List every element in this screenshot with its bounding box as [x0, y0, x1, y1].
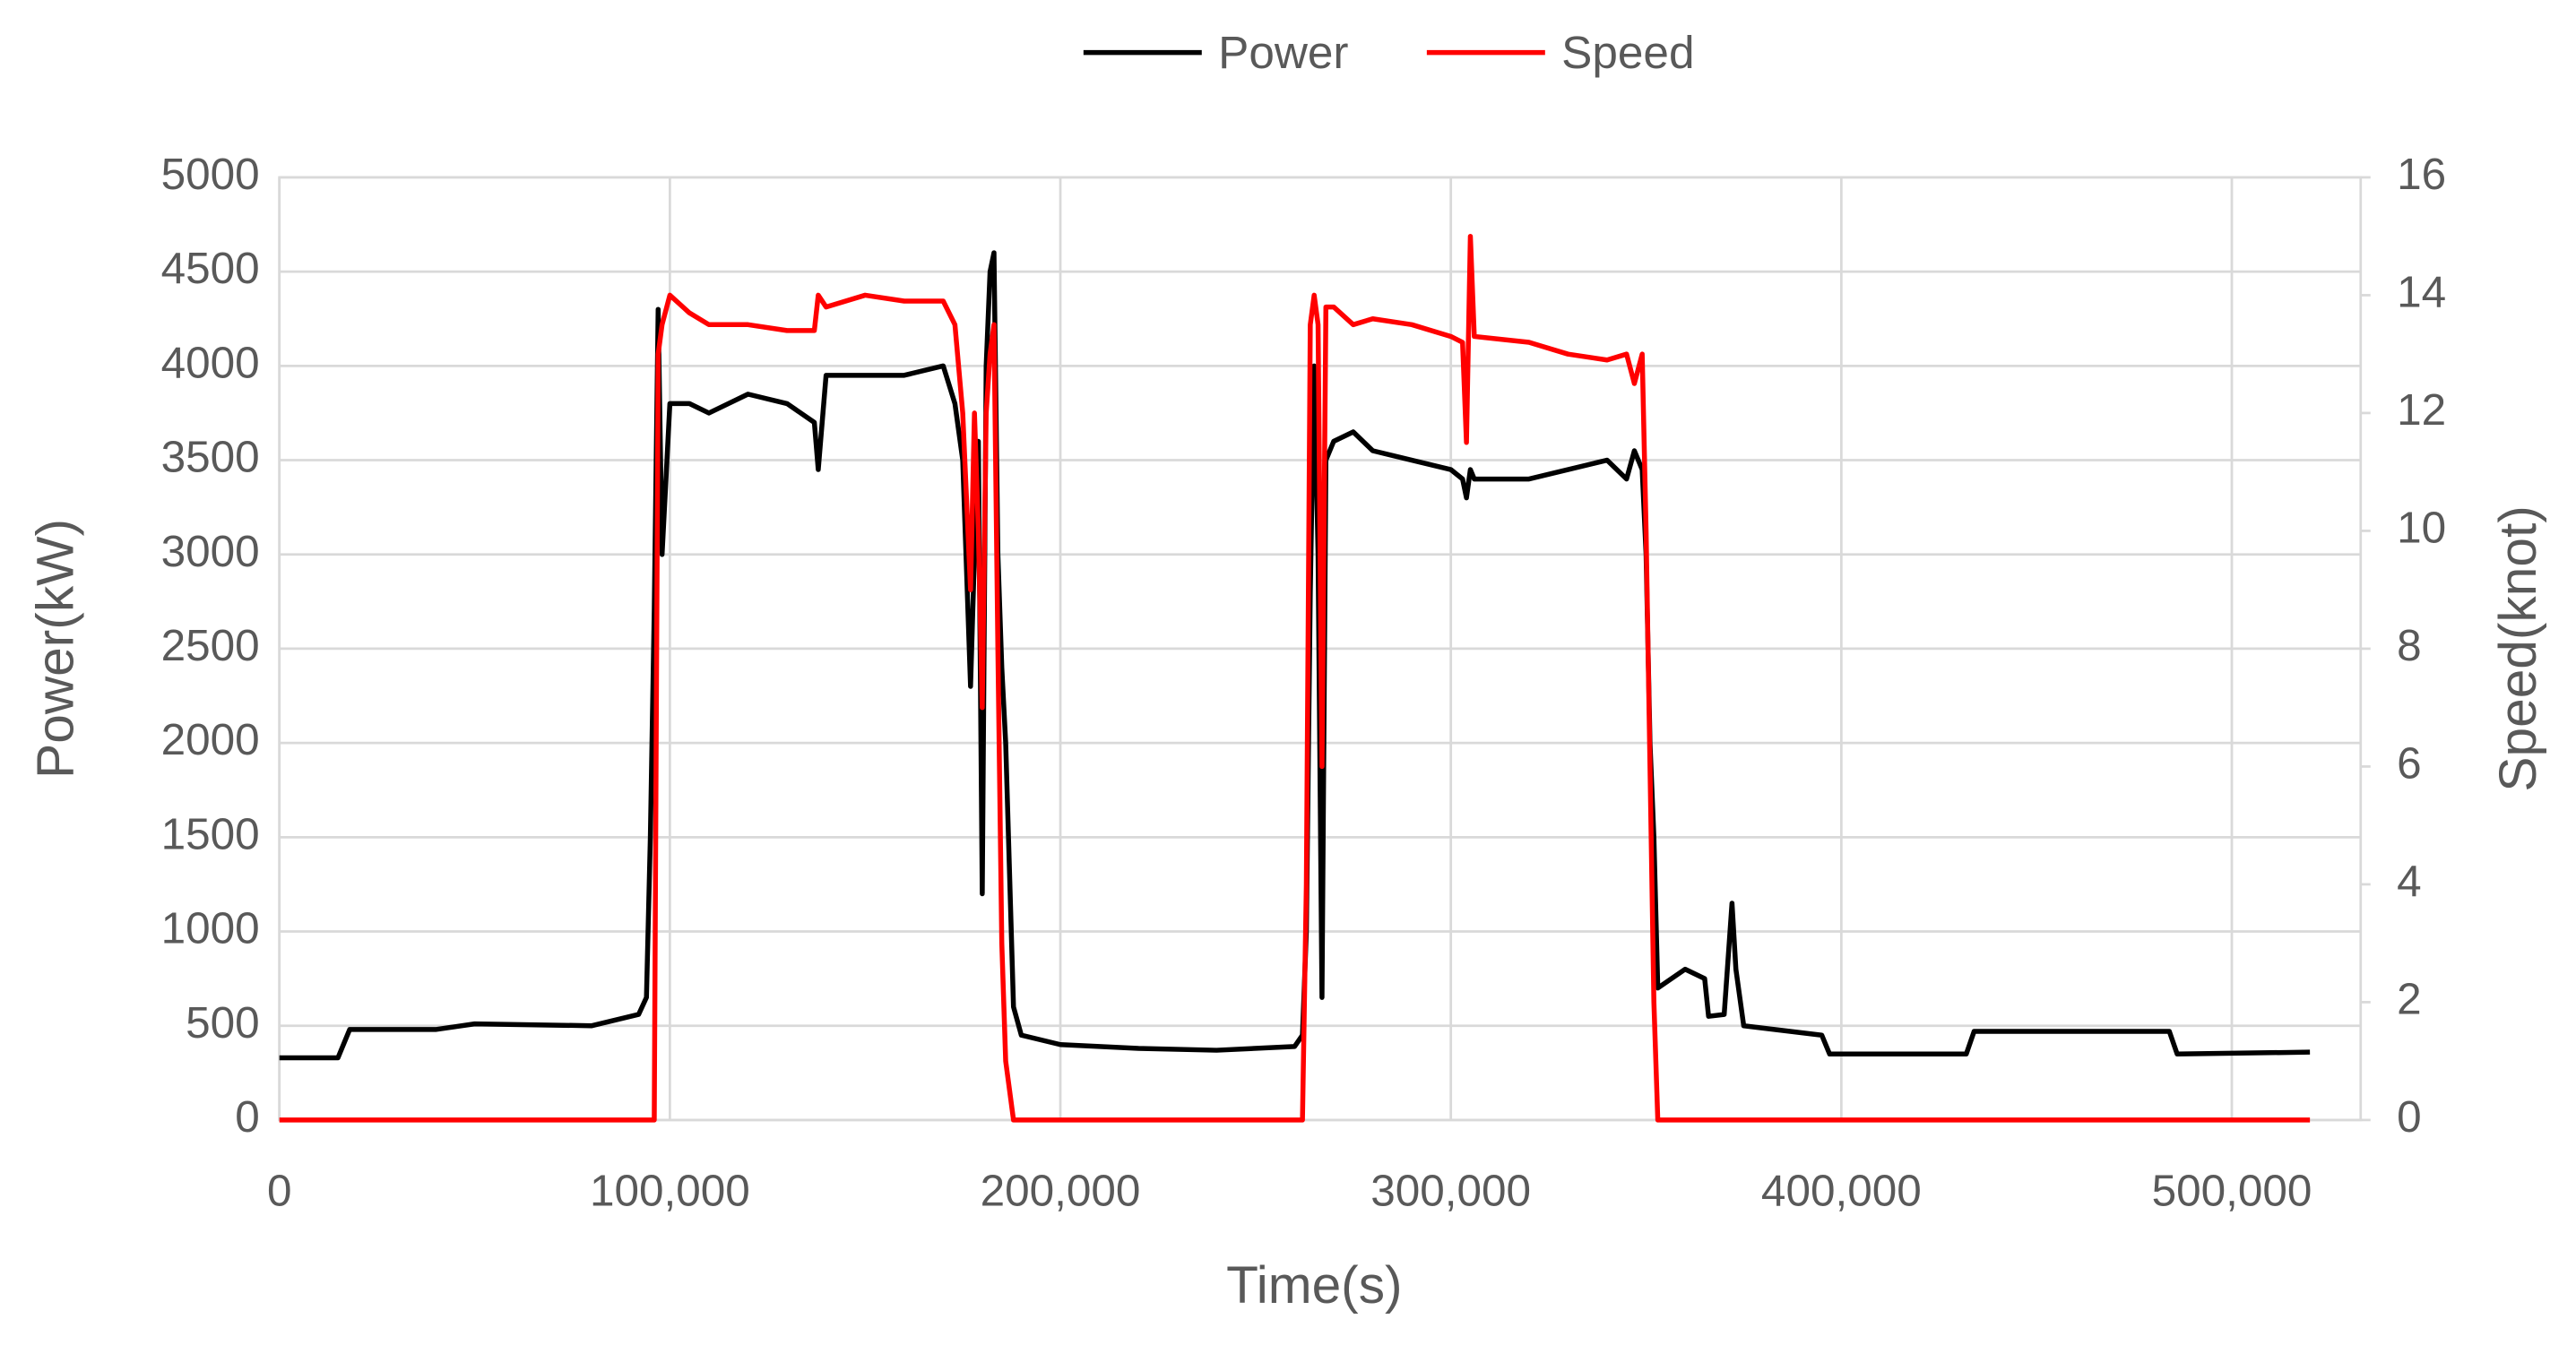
- y-tick-label: 2500: [161, 621, 260, 670]
- y2-tick-label: 10: [2397, 504, 2446, 553]
- x-tick-label: 300,000: [1370, 1166, 1531, 1215]
- y-axis-label: Power(kW): [27, 519, 85, 779]
- x-tick-label: 200,000: [981, 1166, 1141, 1215]
- y-tick-label: 1000: [161, 904, 260, 953]
- y-tick-label: 3000: [161, 527, 260, 576]
- y2-tick-label: 12: [2397, 385, 2446, 435]
- x-tick-label: 0: [267, 1166, 292, 1215]
- y2-tick-label: 6: [2397, 739, 2422, 789]
- y-tick-label: 0: [235, 1092, 260, 1142]
- y-tick-label: 1500: [161, 809, 260, 858]
- plot-border: [278, 176, 2363, 1122]
- y-tick-label: 2000: [161, 715, 260, 764]
- y-tick-label: 4500: [161, 244, 260, 293]
- y2-tick-label: 8: [2397, 621, 2422, 670]
- y2-tick-label: 0: [2397, 1092, 2422, 1142]
- y2-tick-label: 16: [2397, 150, 2446, 199]
- y-tick-label: 5000: [161, 150, 260, 199]
- y-tick-label: 4000: [161, 338, 260, 387]
- y2-axis-label: Speed(knot): [2489, 505, 2547, 791]
- x-tick-label: 400,000: [1761, 1166, 1922, 1215]
- y2-tick-label: 2: [2397, 974, 2422, 1023]
- x-axis-label: Time(s): [1226, 1256, 1402, 1315]
- legend-label: Power: [1218, 27, 1348, 78]
- legend-label: Speed: [1561, 27, 1694, 78]
- x-tick-label: 100,000: [590, 1166, 750, 1215]
- x-tick-label: 500,000: [2152, 1166, 2312, 1215]
- series-line: [279, 233, 2311, 1123]
- y-tick-label: 500: [186, 998, 260, 1048]
- y-tick-label: 3500: [161, 433, 260, 482]
- series-line: [279, 250, 2311, 1061]
- y2-tick-label: 4: [2397, 857, 2422, 906]
- y2-tick-label: 14: [2397, 268, 2446, 317]
